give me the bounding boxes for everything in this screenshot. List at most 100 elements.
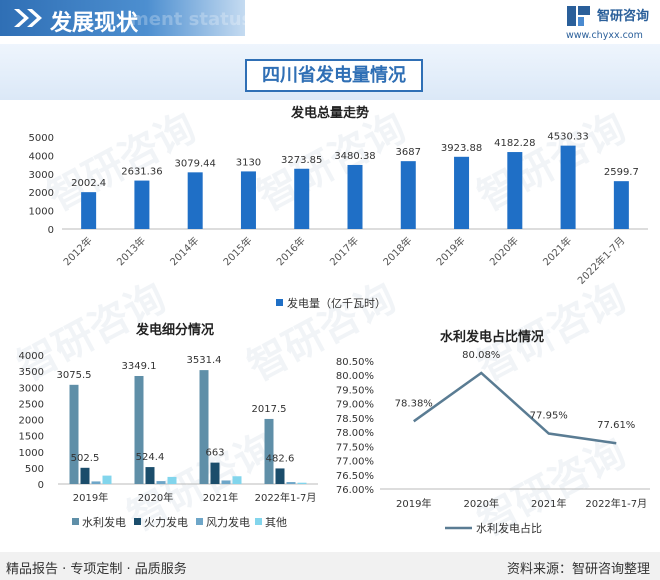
y-tick-label: 79.50% [336, 385, 374, 396]
x-tick-label: 2014年 [167, 234, 201, 268]
data-label: 4182.28 [494, 138, 535, 149]
x-tick-label: 2013年 [114, 234, 148, 268]
legend-label: 发电量（亿千瓦时） [287, 296, 386, 310]
chart-title: 水利发电占比情况 [440, 329, 544, 345]
y-tick-label: 79.00% [336, 400, 374, 411]
bar [187, 172, 203, 229]
data-label: 2599.7 [604, 167, 639, 178]
data-label: 3923.88 [441, 143, 482, 154]
x-tick-label: 2017年 [327, 234, 361, 268]
y-tick-label: 76.50% [336, 471, 374, 482]
data-label: 3079.44 [175, 158, 216, 169]
x-tick-label: 2022年1-7月 [585, 497, 647, 510]
footer-tagline: 精品报告 · 专项定制 · 品质服务 [6, 562, 187, 577]
data-source: 资料来源：智研咨询整理 [506, 562, 650, 577]
y-tick-label: 2000 [19, 416, 44, 427]
x-tick-label: 2020年 [487, 234, 521, 268]
y-tick-label: 77.00% [336, 457, 374, 468]
y-tick-label: 78.00% [336, 428, 374, 439]
chart-title: 发电总量走势 [290, 105, 369, 121]
bar [232, 476, 242, 484]
double-chevron-icon [14, 9, 42, 27]
data-label: 3273.85 [281, 155, 322, 166]
legend-label: 水利发电占比 [476, 521, 542, 535]
bar [102, 475, 112, 484]
data-label: 77.61% [597, 420, 635, 431]
y-tick-label: 2500 [19, 399, 44, 410]
x-tick-label: 2022年1-7月 [575, 234, 628, 287]
bar [134, 180, 150, 229]
x-tick-label: 2018年 [380, 234, 414, 268]
bar [275, 468, 285, 484]
data-label: 482.6 [266, 453, 295, 464]
legend-label: 其他 [265, 516, 287, 529]
x-tick-label: 2015年 [220, 234, 254, 268]
data-label: 663 [205, 448, 224, 459]
x-tick-label: 2019年 [396, 497, 431, 510]
legend-label: 水利发电 [82, 515, 126, 529]
data-label: 78.38% [395, 398, 433, 409]
data-label: 80.08% [462, 350, 500, 361]
header-watermark: ment status [130, 9, 253, 30]
legend-swatch [196, 518, 203, 525]
bar [199, 370, 209, 484]
bar [507, 152, 523, 229]
data-label: 3480.38 [334, 151, 375, 162]
section-title: 发展现状 [50, 11, 139, 36]
legend-swatch [72, 518, 79, 525]
page-header: 发展现状 ment status 智研咨询 www.chyxx.com [0, 0, 660, 41]
brand-logo-icon [567, 6, 590, 26]
bar [80, 467, 90, 484]
bar [81, 192, 97, 229]
bar [613, 181, 629, 229]
y-tick-label: 3000 [29, 170, 54, 181]
page-footer: 精品报告 · 专项定制 · 品质服务 资料来源：智研咨询整理 [0, 552, 660, 580]
legend-label: 风力发电 [206, 515, 250, 529]
bar [134, 375, 144, 484]
x-tick-label: 2012年 [60, 234, 94, 268]
legend-swatch [134, 518, 141, 525]
y-tick-label: 5000 [29, 133, 54, 144]
legend-swatch [255, 518, 262, 525]
legend-swatch [276, 299, 283, 306]
y-tick-label: 4000 [29, 151, 54, 162]
x-tick-label: 2020年 [138, 491, 173, 504]
x-tick-label: 2019年 [433, 234, 467, 268]
data-label: 3075.5 [57, 370, 92, 381]
bar [297, 482, 307, 484]
x-tick-label: 2016年 [274, 234, 308, 268]
y-tick-label: 1000 [19, 448, 44, 459]
y-tick-label: 500 [25, 464, 44, 475]
y-tick-label: 76.00% [336, 485, 374, 496]
bar [264, 418, 274, 484]
data-label: 524.4 [136, 452, 165, 463]
bar [400, 161, 416, 229]
bar [240, 171, 256, 229]
brand-name: 智研咨询 [597, 9, 650, 24]
series-line [413, 371, 617, 445]
x-tick-label: 2021年 [531, 497, 566, 510]
bar [167, 476, 177, 484]
data-label: 2631.36 [121, 167, 162, 178]
y-tick-label: 4000 [19, 351, 44, 362]
data-label: 4530.33 [547, 132, 588, 143]
legend-label: 火力发电 [144, 515, 188, 529]
bar [145, 467, 155, 484]
bar [69, 384, 79, 484]
bar [286, 482, 296, 484]
main-title: 四川省发电量情况 [245, 59, 423, 92]
data-label: 77.95% [530, 411, 568, 422]
y-tick-label: 3000 [19, 383, 44, 394]
y-tick-label: 1500 [19, 432, 44, 443]
x-tick-label: 2021年 [540, 234, 574, 268]
bar [294, 168, 310, 229]
data-label: 2002.4 [71, 178, 106, 189]
y-tick-label: 3500 [19, 367, 44, 378]
y-tick-label: 77.50% [336, 442, 374, 453]
y-tick-label: 0 [38, 480, 44, 491]
brand-url: www.chyxx.com [566, 30, 643, 41]
bar [210, 462, 220, 484]
y-tick-label: 80.50% [336, 357, 374, 368]
y-tick-label: 1000 [29, 207, 54, 218]
chart-title: 发电细分情况 [135, 322, 214, 338]
